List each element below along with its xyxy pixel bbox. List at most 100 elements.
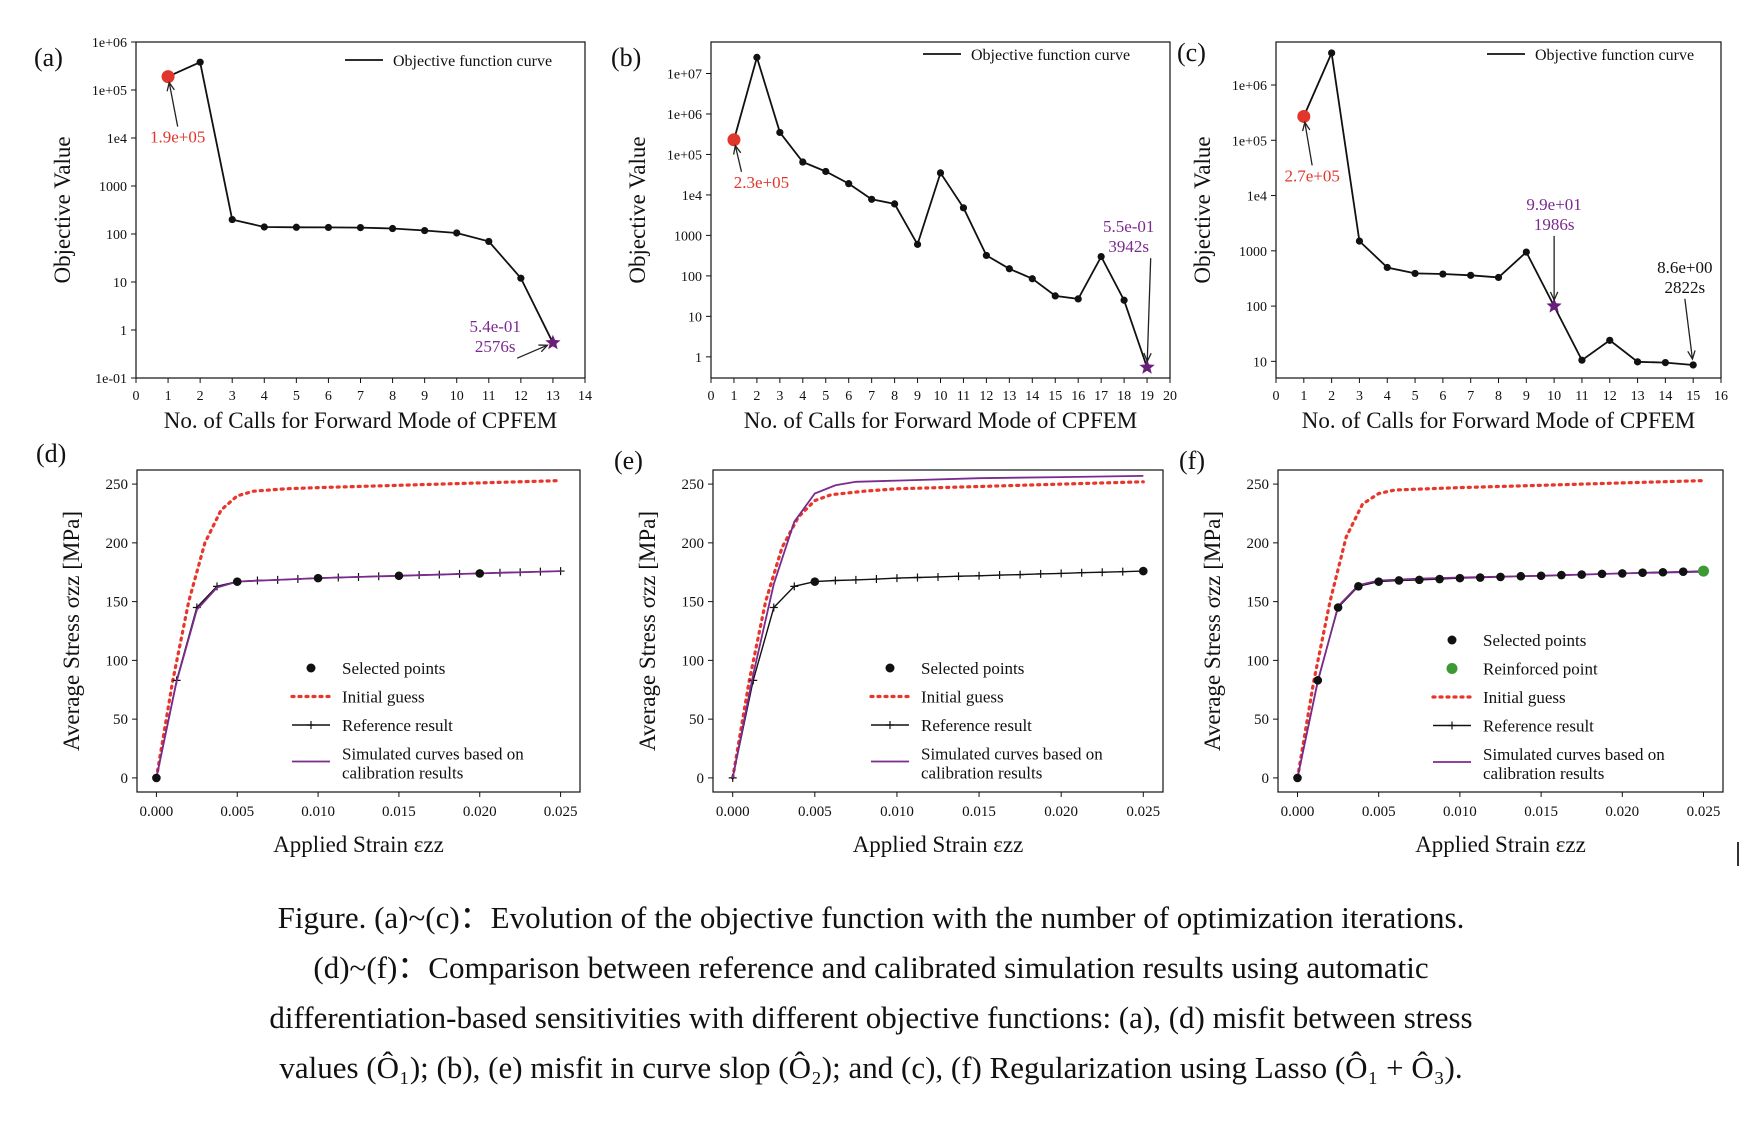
x-tick-label: 0.010	[301, 804, 335, 820]
y-tick-label: 1e+05	[92, 84, 127, 99]
legend-label: Initial guess	[921, 688, 1004, 707]
selected-point	[313, 573, 323, 583]
end-star-marker	[1546, 298, 1562, 313]
selected-point	[1293, 773, 1302, 783]
selected-point	[1536, 571, 1546, 581]
start-point-marker	[161, 70, 175, 84]
annotation-arrow	[516, 344, 548, 359]
plot-frame	[710, 41, 1171, 379]
x-tick-label: 0.020	[1044, 804, 1078, 820]
x-tick-label: 13	[1002, 389, 1016, 404]
selected-point	[394, 571, 404, 581]
initial-guess-curve	[154, 479, 563, 780]
data-point	[1355, 237, 1364, 245]
x-tick-label: 19	[1140, 389, 1154, 404]
selected-point	[1435, 574, 1444, 584]
annotation-text: 1986s	[1534, 215, 1575, 234]
x-tick-label: 13	[546, 389, 560, 404]
x-axis-label: Applied Strain εzz	[1415, 832, 1586, 857]
selected-point	[1333, 603, 1343, 612]
y-tick-label: 50	[1254, 712, 1269, 728]
y-tick-label: 100	[106, 653, 129, 669]
y-tick-label: 0	[1262, 771, 1270, 787]
y-tick-label: 100	[681, 270, 702, 285]
data-point	[1005, 265, 1013, 273]
data-point	[1494, 273, 1503, 282]
reference-marker	[913, 573, 922, 582]
legend-label: Selected points	[342, 659, 445, 678]
y-tick-label: 150	[1247, 595, 1270, 611]
x-tick-label: 14	[578, 389, 592, 404]
data-point	[1051, 292, 1059, 300]
reinforced-point	[1698, 565, 1710, 577]
plot-frame	[1275, 41, 1722, 379]
x-tick-label: 14	[1658, 389, 1672, 404]
legend-marker-reference	[886, 721, 894, 729]
legend-marker-reference	[307, 721, 315, 729]
chart-panel-e: (e) 0.000 0.005 0.010 0.015 0.020 0.025 0 50 100 1…	[614, 446, 1164, 857]
reference-marker	[872, 575, 881, 584]
y-tick-label: 200	[106, 536, 129, 552]
data-point	[1606, 336, 1614, 344]
y-tick-label: 100	[1247, 653, 1270, 669]
reference-marker	[1118, 567, 1127, 576]
start-point-marker	[727, 133, 741, 147]
selected-point	[1354, 582, 1363, 591]
x-tick-label: 14	[1025, 389, 1039, 404]
y-axis-label: Objective Value	[50, 136, 75, 283]
x-tick-label: 7	[868, 389, 875, 404]
annotation-text: 5.4e-01	[469, 317, 520, 336]
y-tick-label: 1e+07	[667, 67, 702, 82]
annotation-arrow	[1304, 122, 1313, 166]
legend-label: Initial guess	[342, 688, 425, 707]
y-tick-label: 10	[1253, 355, 1267, 370]
reference-marker	[954, 572, 963, 581]
legend-label: Simulated curves based on	[1483, 745, 1665, 764]
y-axis-label: Objective Value	[625, 136, 650, 283]
y-axis-label: Objective Value	[1190, 136, 1215, 283]
x-tick-label: 11	[482, 389, 495, 404]
legend-label: Selected points	[1483, 631, 1586, 650]
y-tick-label: 200	[682, 536, 705, 552]
data-point	[228, 215, 236, 224]
x-tick-label: 4	[261, 389, 268, 404]
chart-panel-c: (c)0 1 2 3 4 5 6 7 8 9 10 11 12 13 14 15 161010010001e41…	[1177, 38, 1728, 433]
figure-caption: Figure. (a)~(c)：Evolution of the objecti…	[0, 893, 1742, 1093]
selected-point	[810, 577, 820, 586]
y-tick-label: 1e-01	[95, 372, 127, 387]
y-tick-label: 1e+05	[1232, 134, 1267, 149]
selected-point	[1414, 575, 1424, 585]
legend-marker-reinforced	[1446, 663, 1458, 674]
data-point	[822, 167, 830, 176]
annotation-arrow-head	[1549, 291, 1559, 302]
y-tick-label: 0	[697, 771, 705, 787]
x-tick-label: 5	[822, 389, 829, 404]
reference-marker	[851, 575, 860, 584]
selected-point	[1475, 573, 1485, 582]
data-point	[1689, 361, 1697, 369]
x-tick-label: 0	[133, 389, 140, 404]
data-point	[1097, 252, 1105, 261]
selected-point	[1455, 573, 1465, 583]
panel-label: (c)	[1177, 38, 1206, 67]
y-tick-label: 1	[695, 351, 702, 366]
x-tick-label: 7	[1467, 389, 1474, 404]
data-point	[913, 240, 922, 248]
data-point	[1120, 296, 1128, 304]
x-axis-label: No. of Calls for Forward Mode of CPFEM	[1302, 408, 1696, 433]
y-tick-label: 1e+06	[667, 108, 702, 123]
caption-line-4: values (Ô₁); (b), (e) misfit in curve sl…	[279, 1050, 1463, 1085]
data-point	[517, 274, 525, 282]
reference-marker	[892, 574, 901, 583]
data-point	[292, 223, 300, 231]
y-tick-label: 100	[682, 653, 705, 669]
legend-label: Reference result	[342, 716, 453, 735]
x-tick-label: 0.015	[1524, 804, 1558, 820]
y-tick-label: 50	[113, 712, 128, 728]
x-tick-label: 17	[1094, 389, 1108, 404]
end-star-marker	[1139, 359, 1155, 374]
x-axis-label: Applied Strain εzz	[273, 832, 444, 857]
data-point	[196, 58, 204, 66]
x-tick-label: 0.025	[1687, 804, 1721, 820]
legend-marker-selected	[885, 663, 895, 673]
